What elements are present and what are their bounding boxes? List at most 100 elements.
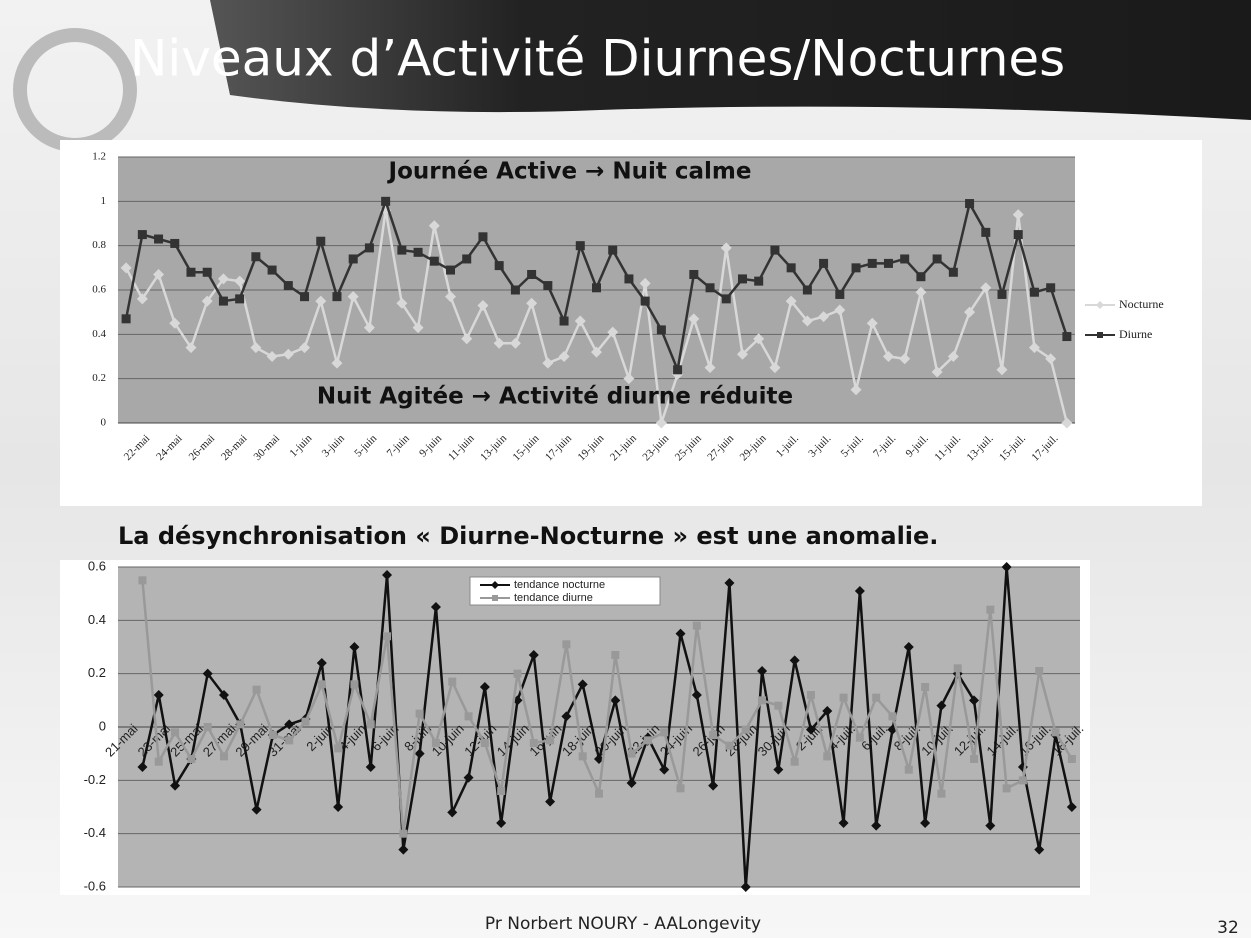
data-point bbox=[850, 384, 862, 396]
data-point bbox=[202, 668, 213, 679]
data-point bbox=[154, 757, 163, 766]
data-point bbox=[986, 605, 995, 614]
data-point bbox=[509, 337, 521, 349]
data-point bbox=[462, 254, 472, 264]
legend-box bbox=[469, 576, 661, 606]
data-point bbox=[527, 269, 537, 279]
data-point bbox=[692, 621, 701, 630]
data-point bbox=[871, 820, 882, 831]
data-point bbox=[774, 701, 783, 710]
data-point bbox=[480, 739, 489, 747]
data-point bbox=[1028, 342, 1040, 354]
data-point bbox=[773, 764, 784, 775]
data-point bbox=[283, 281, 293, 291]
data-point bbox=[510, 285, 520, 295]
data-point bbox=[740, 882, 751, 892]
data-point bbox=[364, 243, 374, 253]
data-point bbox=[1029, 287, 1039, 297]
data-point bbox=[819, 258, 829, 268]
data-point bbox=[931, 366, 943, 378]
data-point bbox=[316, 236, 326, 246]
data-point bbox=[932, 254, 942, 264]
data-point bbox=[234, 275, 246, 287]
data-point bbox=[741, 725, 750, 734]
y-tick-label: -0.4 bbox=[84, 825, 106, 840]
data-point bbox=[251, 804, 262, 815]
data-point bbox=[561, 711, 572, 722]
data-point bbox=[170, 238, 180, 248]
data-point bbox=[655, 417, 667, 429]
data-point bbox=[676, 784, 685, 793]
data-point bbox=[478, 232, 488, 242]
data-point bbox=[428, 220, 440, 232]
data-point bbox=[980, 282, 992, 294]
data-point bbox=[872, 693, 881, 702]
y-tick-label: 0 bbox=[99, 718, 106, 733]
data-point bbox=[639, 277, 651, 289]
data-point bbox=[1002, 784, 1011, 793]
data-point bbox=[822, 706, 833, 716]
data-point bbox=[1001, 562, 1012, 572]
data-point bbox=[643, 736, 652, 745]
annotation: Journée Active → Nuit calme bbox=[387, 159, 752, 185]
data-point bbox=[900, 254, 910, 264]
data-line bbox=[141, 580, 1073, 834]
legend-label: Nocturne bbox=[1119, 297, 1164, 311]
data-point bbox=[1046, 283, 1056, 293]
data-point bbox=[542, 357, 554, 369]
data-point bbox=[866, 317, 878, 329]
data-point bbox=[724, 578, 735, 588]
data-point bbox=[785, 295, 797, 307]
y-tick-label: 0.6 bbox=[88, 558, 106, 573]
data-point bbox=[640, 296, 650, 306]
data-point bbox=[447, 807, 458, 818]
data-point bbox=[855, 733, 864, 742]
y-tick-label: 0.4 bbox=[92, 328, 106, 340]
data-point bbox=[757, 666, 768, 676]
y-tick-label: 0.2 bbox=[92, 372, 106, 384]
data-point bbox=[187, 755, 196, 763]
data-point bbox=[316, 658, 327, 668]
data-point bbox=[529, 739, 538, 747]
data-point bbox=[769, 362, 781, 374]
data-point bbox=[736, 348, 748, 360]
data-point bbox=[834, 304, 846, 316]
data-point bbox=[708, 780, 719, 791]
data-point bbox=[121, 314, 131, 324]
data-point bbox=[916, 272, 926, 282]
data-point bbox=[448, 677, 457, 686]
data-point bbox=[218, 690, 229, 700]
data-point bbox=[153, 268, 165, 280]
data-point bbox=[623, 373, 635, 385]
data-point bbox=[753, 333, 765, 345]
data-point bbox=[363, 322, 375, 334]
data-point bbox=[413, 247, 423, 257]
annotation: Nuit Agitée → Activité diurne réduite bbox=[317, 384, 793, 410]
data-point bbox=[171, 728, 180, 737]
data-point bbox=[252, 685, 261, 694]
data-point bbox=[903, 642, 914, 652]
data-point bbox=[528, 650, 539, 660]
data-point bbox=[953, 664, 962, 673]
legend-marker bbox=[491, 581, 499, 589]
data-point bbox=[398, 844, 409, 855]
data-point bbox=[429, 256, 439, 266]
data-point bbox=[1045, 353, 1057, 365]
subtitle: La désynchronisation « Diurne-Nocturne »… bbox=[118, 522, 938, 550]
data-point bbox=[267, 265, 277, 275]
data-point bbox=[688, 313, 700, 325]
data-point bbox=[219, 752, 228, 761]
data-point bbox=[477, 300, 489, 312]
data-point bbox=[801, 315, 813, 327]
data-point bbox=[120, 262, 132, 274]
data-point bbox=[383, 632, 392, 641]
data-point bbox=[854, 586, 865, 596]
data-point bbox=[559, 316, 569, 326]
data-point bbox=[725, 741, 734, 750]
data-point bbox=[170, 780, 181, 791]
data-point bbox=[412, 322, 424, 334]
legend-marker bbox=[1096, 301, 1104, 309]
data-point bbox=[675, 628, 686, 639]
data-point bbox=[1018, 776, 1027, 785]
data-point bbox=[479, 682, 490, 692]
